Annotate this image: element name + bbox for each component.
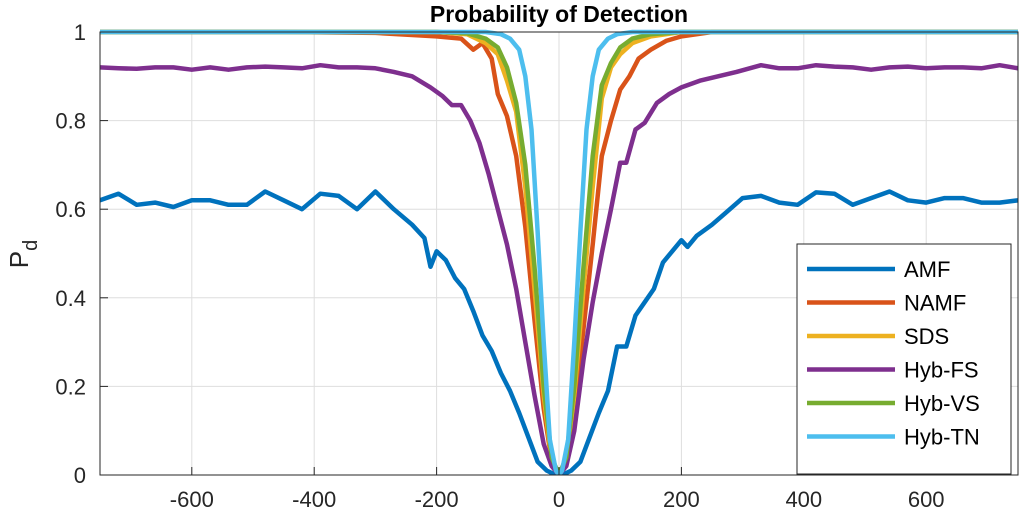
y-tick-label: 0.2 [55,374,86,399]
legend-label: Hyb-TN [904,425,980,450]
y-tick-label: 0.4 [55,286,86,311]
y-axis-label-subscript: d [20,240,42,251]
y-tick-label: 0.8 [55,109,86,134]
legend: AMF NAMF SDS Hyb-FS Hyb-VS Hyb-TN [796,243,1012,475]
x-tick-label: 400 [785,487,822,510]
x-tick-label: 600 [908,487,945,510]
x-tick-label: -200 [415,487,459,510]
y-axis-label-main: P [4,251,34,268]
legend-label: SDS [904,324,949,349]
x-tick-label: -400 [292,487,336,510]
legend-label: AMF [904,257,950,282]
y-tick-label: 1 [74,20,86,45]
series-lines [100,29,1018,475]
grid-lines [100,31,1018,476]
legend-label: Hyb-FS [904,358,979,383]
x-tick-label: 0 [553,487,565,510]
legend-label: NAMF [904,291,966,316]
legend-label: Hyb-VS [904,391,980,416]
svg-text:Pd: Pd [4,240,42,268]
chart-title: Probability of Detection [430,1,688,27]
x-axis-ticks: -600 -400 -200 0 200 400 600 [170,467,945,510]
y-axis-ticks: 0 0.2 0.4 0.6 0.8 1 [55,20,108,488]
series-line-amf [100,189,1018,475]
x-tick-label: -600 [170,487,214,510]
series-line-hyb-vs [100,29,1018,475]
y-axis-label: Pd [4,240,42,268]
x-tick-label: 200 [663,487,700,510]
series-line-hyb-tn [100,29,1018,475]
series-line-sds [100,29,1018,475]
y-tick-label: 0 [74,463,86,488]
y-tick-label: 0.6 [55,197,86,222]
